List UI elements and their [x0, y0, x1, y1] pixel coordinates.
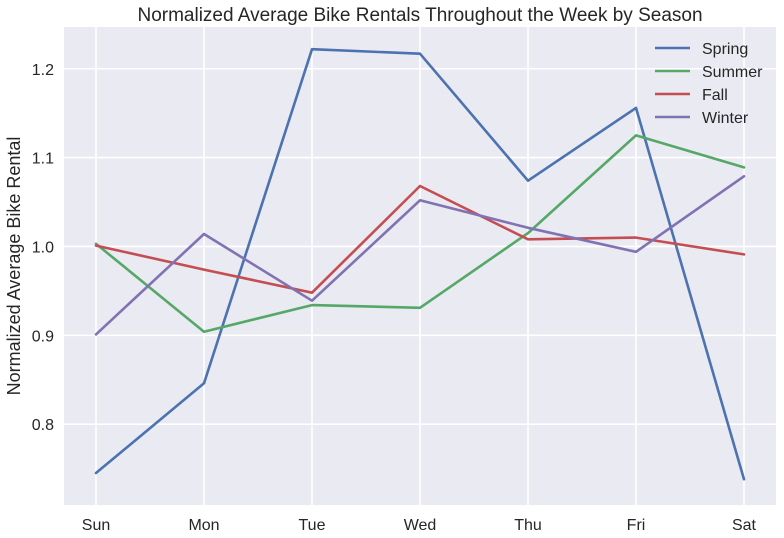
series-line-summer	[94, 134, 746, 334]
y-tick-label: 1.0	[32, 239, 54, 256]
x-tick-label: Sun	[82, 517, 110, 534]
series-lines	[94, 47, 746, 481]
legend-label-summer: Summer	[702, 64, 763, 81]
series-line-spring	[94, 47, 746, 481]
y-tick-label: 1.1	[32, 151, 54, 168]
x-tick-label: Mon	[188, 517, 219, 534]
grid	[64, 27, 776, 505]
x-tick-label: Fri	[627, 517, 646, 534]
series-line-fall	[94, 184, 746, 295]
legend-label-fall: Fall	[702, 87, 728, 104]
y-tick-label: 0.9	[32, 328, 54, 345]
y-tick-label: 0.8	[32, 417, 54, 434]
x-tick-label: Thu	[514, 517, 542, 534]
chart-title: Normalized Average Bike Rentals Througho…	[137, 5, 702, 26]
x-axis: Sun Mon Tue Wed Thu Fri Sat	[82, 517, 757, 534]
x-tick-label: Sat	[732, 517, 757, 534]
y-axis: 0.8 0.9 1.0 1.1 1.2	[32, 62, 54, 434]
legend-label-winter: Winter	[702, 110, 749, 127]
y-tick-label: 1.2	[32, 62, 54, 79]
x-tick-label: Wed	[404, 517, 437, 534]
legend: Spring Summer Fall Winter	[655, 41, 763, 127]
x-tick-label: Tue	[299, 517, 326, 534]
series-line-winter	[94, 175, 746, 336]
legend-label-spring: Spring	[702, 41, 748, 58]
y-axis-label: Normalized Average Bike Rental	[4, 137, 24, 396]
